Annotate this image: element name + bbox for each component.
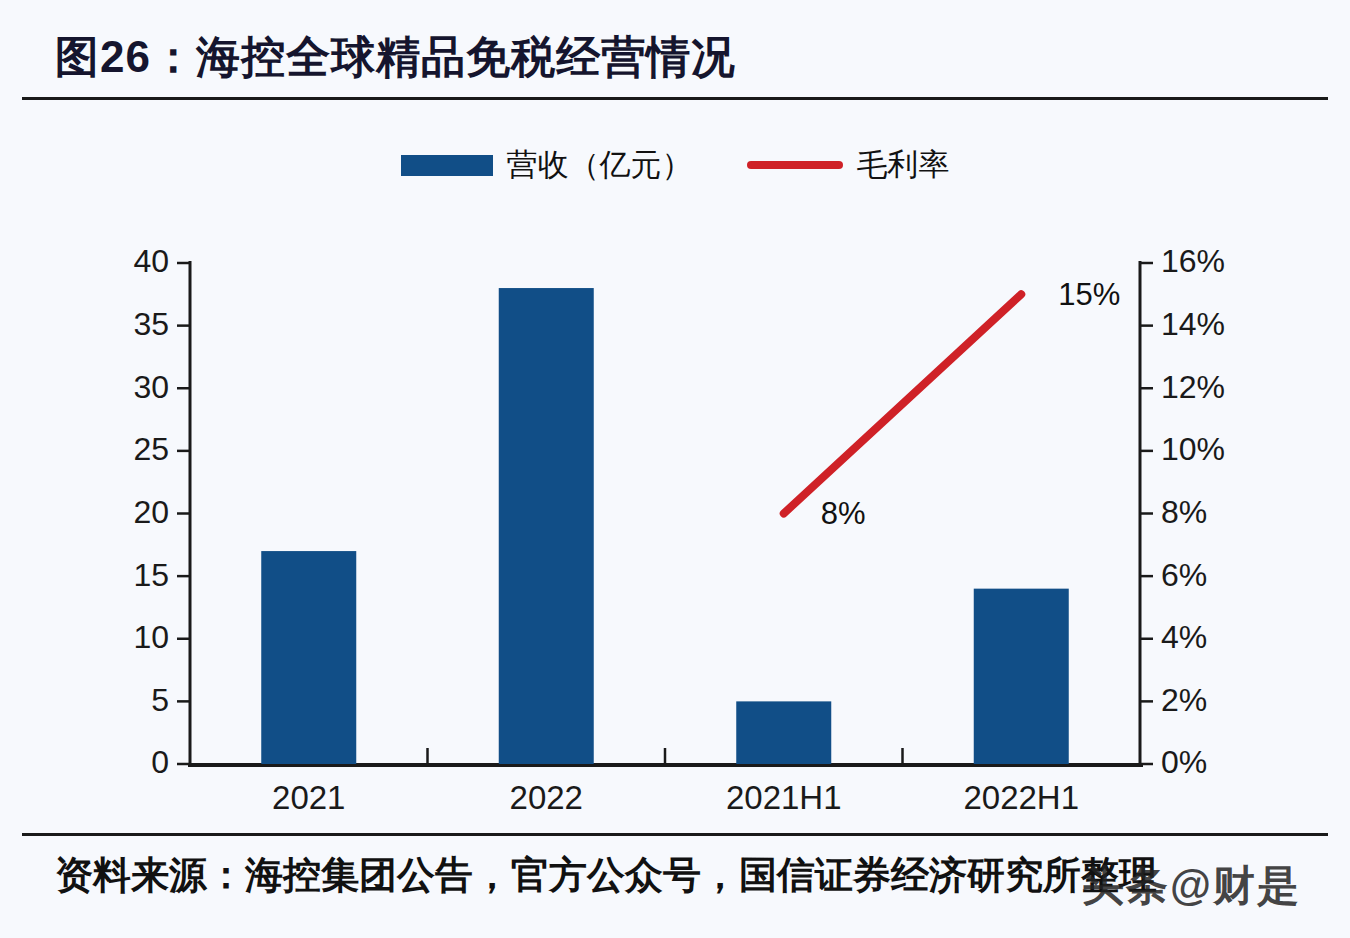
line-point-label: 15% bbox=[1058, 277, 1120, 312]
right-axis-tick-label: 10% bbox=[1161, 431, 1225, 467]
left-axis-tick-label: 40 bbox=[133, 243, 169, 279]
left-axis-tick-label: 25 bbox=[133, 431, 169, 467]
left-axis-tick-label: 5 bbox=[151, 682, 169, 718]
bar-2021H1 bbox=[736, 701, 831, 764]
footer-divider bbox=[22, 833, 1328, 836]
left-axis-tick-label: 10 bbox=[133, 619, 169, 655]
gross-margin-line bbox=[784, 294, 1022, 513]
bar-2021 bbox=[261, 551, 356, 764]
bar-2022 bbox=[499, 288, 594, 764]
right-axis-tick-label: 12% bbox=[1161, 369, 1225, 405]
x-axis-category-label: 2021 bbox=[272, 779, 345, 816]
right-axis-tick-label: 4% bbox=[1161, 619, 1207, 655]
line-point-label: 8% bbox=[821, 496, 866, 531]
right-axis-tick-label: 6% bbox=[1161, 557, 1207, 593]
right-axis-tick-label: 14% bbox=[1161, 306, 1225, 342]
watermark: 头条@财是 bbox=[1082, 858, 1301, 914]
right-axis-tick-label: 0% bbox=[1161, 744, 1207, 780]
right-axis-tick-label: 8% bbox=[1161, 494, 1207, 530]
x-axis-category-label: 2022H1 bbox=[963, 779, 1079, 816]
source-note: 资料来源：海控集团公告，官方公众号，国信证券经济研究所整理 bbox=[55, 850, 1157, 901]
bar-line-chart: 0 5 10 15 20 25 30 35 40 0% 2% 4% 6% 8% 10% 12% 14% 16% 20… bbox=[0, 0, 1350, 938]
left-axis-tick-label: 0 bbox=[151, 744, 169, 780]
left-axis-tick-label: 35 bbox=[133, 306, 169, 342]
left-axis-tick-label: 15 bbox=[133, 557, 169, 593]
right-axis-tick-label: 16% bbox=[1161, 243, 1225, 279]
x-axis-category-label: 2022 bbox=[510, 779, 583, 816]
left-axis-tick-label: 30 bbox=[133, 369, 169, 405]
left-axis-tick-label: 20 bbox=[133, 494, 169, 530]
x-axis-category-label: 2021H1 bbox=[726, 779, 842, 816]
right-axis-tick-label: 2% bbox=[1161, 682, 1207, 718]
bar-2022H1 bbox=[974, 589, 1069, 764]
